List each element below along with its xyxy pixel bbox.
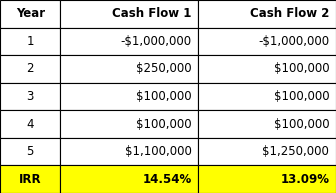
Bar — [0, 83, 60, 110]
Bar — [0, 110, 60, 138]
Bar — [0, 138, 60, 165]
Bar — [198, 110, 336, 138]
Text: $100,000: $100,000 — [274, 62, 329, 75]
Bar — [198, 0, 336, 28]
Text: Cash Flow 1: Cash Flow 1 — [112, 7, 192, 20]
Text: $100,000: $100,000 — [136, 118, 192, 131]
Bar — [198, 165, 336, 193]
Bar — [60, 28, 198, 55]
Bar — [198, 83, 336, 110]
Bar — [198, 138, 336, 165]
Text: -$1,000,000: -$1,000,000 — [120, 35, 192, 48]
Text: $1,250,000: $1,250,000 — [262, 145, 329, 158]
Bar — [60, 138, 198, 165]
Bar — [0, 28, 60, 55]
Text: 1: 1 — [27, 35, 34, 48]
Text: 3: 3 — [27, 90, 34, 103]
Bar — [60, 55, 198, 83]
Text: $100,000: $100,000 — [274, 90, 329, 103]
Text: Year: Year — [16, 7, 45, 20]
Bar — [60, 110, 198, 138]
Text: Cash Flow 2: Cash Flow 2 — [250, 7, 329, 20]
Text: 14.54%: 14.54% — [142, 173, 192, 186]
Bar — [60, 165, 198, 193]
Text: -$1,000,000: -$1,000,000 — [258, 35, 329, 48]
Text: $100,000: $100,000 — [274, 118, 329, 131]
Bar — [0, 55, 60, 83]
Bar — [0, 0, 60, 28]
Text: $1,100,000: $1,100,000 — [125, 145, 192, 158]
Text: IRR: IRR — [19, 173, 42, 186]
Bar — [60, 83, 198, 110]
Text: 2: 2 — [27, 62, 34, 75]
Text: 5: 5 — [27, 145, 34, 158]
Bar — [198, 28, 336, 55]
Text: $100,000: $100,000 — [136, 90, 192, 103]
Text: 4: 4 — [27, 118, 34, 131]
Text: 13.09%: 13.09% — [280, 173, 329, 186]
Text: $250,000: $250,000 — [136, 62, 192, 75]
Bar — [60, 0, 198, 28]
Bar — [0, 165, 60, 193]
Bar — [198, 55, 336, 83]
